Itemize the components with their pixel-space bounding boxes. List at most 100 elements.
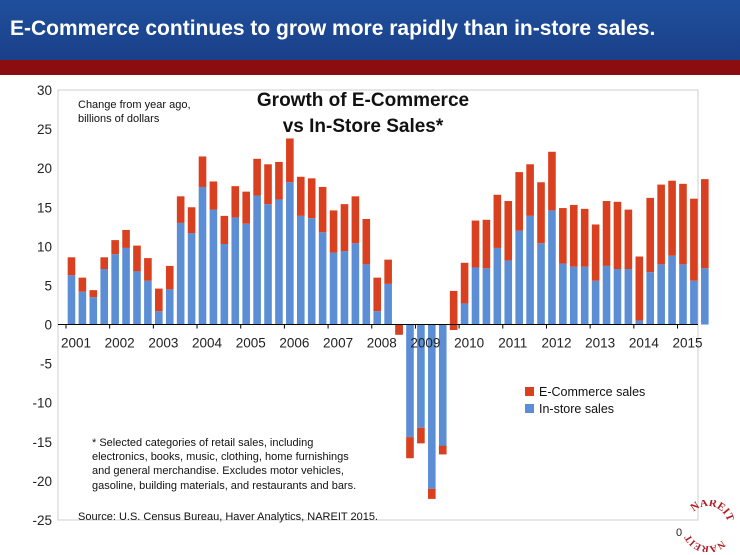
bar-instore <box>242 223 250 325</box>
bar-instore <box>307 218 316 325</box>
bar-ecommerce <box>504 201 513 261</box>
bar-ecommerce <box>471 220 480 268</box>
bar-instore <box>231 217 240 325</box>
y-tick-label: 20 <box>37 161 52 176</box>
bar-instore <box>220 244 229 325</box>
legend: E-Commerce sales In-store sales <box>525 385 645 416</box>
y-tick-label: -5 <box>40 357 52 372</box>
bar-instore <box>657 264 665 325</box>
bar-instore <box>318 232 327 325</box>
bar-ecommerce <box>264 164 272 205</box>
bar-ecommerce <box>100 257 109 270</box>
bar-instore <box>198 186 207 325</box>
bar-ecommerce <box>165 265 174 290</box>
accent-bar <box>0 60 740 75</box>
x-tick-label: 2001 <box>61 336 91 351</box>
bar-instore <box>624 269 633 325</box>
bar-ecommerce <box>78 277 87 292</box>
bar-ecommerce <box>242 191 250 224</box>
bar-instore <box>428 324 436 489</box>
bar-ecommerce <box>67 257 76 276</box>
bar-instore <box>690 280 698 325</box>
bar-ecommerce <box>515 172 523 231</box>
bar-instore <box>67 275 76 325</box>
bar-instore <box>537 243 545 325</box>
x-tick-label: 2014 <box>629 336 660 351</box>
bar-instore <box>417 324 425 428</box>
bar-instore <box>362 264 371 325</box>
bar-ecommerce <box>417 427 425 444</box>
y-tick-label: -10 <box>32 396 52 411</box>
bar-instore <box>351 243 360 325</box>
bar-instore <box>187 233 196 325</box>
bar-ecommerce <box>482 219 491 269</box>
bar-instore <box>482 268 491 325</box>
bar-ecommerce <box>701 179 709 269</box>
bar-instore <box>340 251 349 325</box>
bar-ecommerce <box>449 290 458 331</box>
bar-instore <box>548 210 556 325</box>
bar-instore <box>668 255 676 325</box>
bar-instore <box>176 222 185 325</box>
legend-swatch-instore <box>525 404 534 413</box>
logo-lettering: NAREIT <box>687 500 734 537</box>
bar-ecommerce <box>329 210 338 253</box>
x-tick-label: 2006 <box>279 336 309 351</box>
x-tick-label: 2012 <box>541 336 571 351</box>
bar-ecommerce <box>602 201 611 266</box>
bar-ecommerce <box>406 437 414 459</box>
bar-instore <box>526 215 534 325</box>
bar-ecommerce <box>384 259 392 284</box>
chart-title-line-2: vs In-Store Sales* <box>283 116 444 137</box>
bar-instore <box>155 311 163 325</box>
bar-ecommerce <box>635 256 644 321</box>
x-tick-label: 2003 <box>148 336 178 351</box>
bar-instore <box>253 195 261 325</box>
bar-ecommerce <box>296 176 305 216</box>
y-tick-label: 0 <box>44 318 52 333</box>
bar-instore <box>613 269 622 325</box>
bars-group <box>67 138 709 499</box>
x-tick-label: 2009 <box>410 336 440 351</box>
bar-instore <box>569 266 578 325</box>
bar-ecommerce <box>428 488 436 499</box>
bar-instore <box>646 272 655 325</box>
bar-ecommerce <box>679 183 687 265</box>
bar-ecommerce <box>373 277 382 312</box>
title-banner: E-Commerce continues to grow more rapidl… <box>0 0 740 60</box>
bar-ecommerce <box>460 262 469 304</box>
legend-label-instore: In-store sales <box>539 402 614 416</box>
plot-frame <box>57 89 699 521</box>
bar-instore <box>460 303 469 325</box>
bar-ecommerce <box>231 186 240 218</box>
bar-ecommerce <box>395 324 403 335</box>
bar-instore <box>701 268 709 325</box>
y-tick-label: 5 <box>44 278 52 293</box>
bar-instore <box>559 263 567 325</box>
chart-title-line-1: Growth of E-Commerce <box>257 90 469 111</box>
x-axis: 2001 2002 2003 2004 2005 2006 2007 2008 2009 2010… <box>61 324 703 351</box>
bar-instore <box>406 324 414 438</box>
bar-ecommerce <box>122 229 130 248</box>
bar-ecommerce <box>209 181 218 210</box>
bar-instore <box>165 289 174 325</box>
bar-instore <box>286 182 294 325</box>
bar-instore <box>122 247 130 325</box>
bar-ecommerce <box>591 224 600 281</box>
bar-instore <box>89 297 98 325</box>
bar-instore <box>602 265 611 325</box>
svg-text:NAREIT: NAREIT <box>687 500 734 537</box>
bar-instore <box>296 215 305 325</box>
y-tick-label: 10 <box>37 239 52 254</box>
bar-instore <box>111 254 119 325</box>
logo-lettering-mirror: NAREIT <box>682 519 728 552</box>
bar-ecommerce <box>526 164 534 216</box>
legend-swatch-ecommerce <box>525 387 534 396</box>
legend-label-ecommerce: E-Commerce sales <box>539 385 645 399</box>
bar-ecommerce <box>89 290 98 298</box>
x-tick-label: 2010 <box>454 336 484 351</box>
bar-ecommerce <box>111 240 119 255</box>
bar-ecommerce <box>624 209 633 270</box>
bar-ecommerce <box>690 198 698 281</box>
